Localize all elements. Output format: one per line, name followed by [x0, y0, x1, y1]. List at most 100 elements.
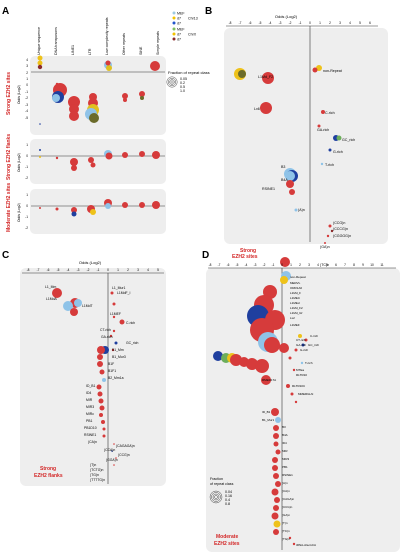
panel-d-box [206, 268, 400, 552]
panel-a-column-headers: Unique sequence DNA transposons LINE1 LT… [37, 17, 160, 55]
svg-text:-8: -8 [209, 263, 212, 267]
svg-text:(TCTG)n: (TCTG)n [90, 468, 103, 472]
svg-text:-5: -5 [57, 268, 60, 272]
col-unique-sequence: Unique sequence [37, 27, 41, 55]
panel-b-axis-title: Odds (Log2) [275, 14, 298, 19]
svg-text:0.04: 0.04 [225, 490, 232, 494]
svg-text:PB1: PB1 [282, 465, 288, 469]
svg-text:GC_rich: GC_rich [308, 343, 319, 347]
svg-text:1: 1 [26, 143, 28, 147]
svg-text:-2: -2 [263, 263, 266, 267]
size-1-0: 1.0 [180, 89, 185, 93]
svg-text:T-rich: T-rich [325, 163, 334, 167]
svg-text:B4A: B4A [282, 433, 288, 437]
svg-text:8: 8 [353, 263, 355, 267]
panel-a-moderate-sites-ticks: 1 0 -1 -2 [25, 193, 28, 230]
svg-text:1: 1 [26, 193, 28, 197]
svg-text:G-rich: G-rich [300, 348, 308, 352]
svg-text:(GA)n: (GA)n [320, 245, 330, 249]
svg-text:Fraction: Fraction [210, 477, 223, 481]
svg-text:-2: -2 [25, 96, 28, 100]
panel-a-moderate-sites-label: Moderate EZH2 sites [6, 183, 12, 232]
legend-mef-13: MEF [177, 11, 185, 15]
svg-text:3: 3 [137, 268, 139, 272]
svg-text:(A)n: (A)n [298, 208, 305, 212]
svg-text:(CA)n: (CA)n [88, 440, 97, 444]
svg-text:(CAGA)n: (CAGA)n [282, 497, 295, 501]
svg-text:-6: -6 [249, 21, 252, 25]
svg-text:GA-rich: GA-rich [296, 343, 306, 347]
svg-text:GA-rich: GA-rich [317, 128, 329, 132]
svg-text:ID4: ID4 [282, 441, 287, 445]
panel-a-strong-flanks-ticks: 1 0 -1 -2 [25, 143, 28, 180]
svg-text:-5: -5 [259, 21, 262, 25]
svg-text:4: 4 [26, 58, 28, 62]
svg-text:B1_Mm: B1_Mm [112, 348, 124, 352]
svg-text:2: 2 [329, 21, 331, 25]
panel-d-size-legend: Fraction of repeat class 0.04 0.16 0.4 0… [209, 477, 234, 506]
panel-d-labels: non-Repeat MERVL ORR1A0 L1Md_F L1MEC L1M… [262, 275, 319, 547]
panel-c-bubbles [52, 288, 125, 466]
col-ltr: LTR [88, 48, 92, 55]
col-line1: LINE1 [71, 45, 75, 55]
svg-text:L1Md_Gf: L1Md_Gf [290, 311, 303, 315]
svg-text:4: 4 [147, 268, 149, 272]
svg-text:-4: -4 [245, 263, 248, 267]
svg-text:C-rich: C-rich [126, 321, 135, 325]
svg-text:(A)n: (A)n [282, 481, 288, 485]
panel-b-ticks: -8 -7 -6 -5 -4 -3 -2 -1 0 1 2 3 4 5 6 [229, 21, 372, 25]
svg-text:ID_B1: ID_B1 [86, 384, 96, 388]
panel-a-strong-flanks-ylabel: Odds (Log2) [17, 153, 21, 172]
panel-a-moderate-sites-box [30, 189, 166, 234]
svg-text:ORR1A0: ORR1A0 [290, 286, 302, 290]
svg-text:-5: -5 [236, 263, 239, 267]
legend-d7-xa: d7 [177, 32, 181, 36]
size-0-5: 0.5 [180, 85, 185, 89]
svg-text:6: 6 [369, 21, 371, 25]
panel-a-strong-sites-ylabel: Odds (Log2) [17, 85, 21, 104]
svg-text:0: 0 [281, 263, 283, 267]
svg-text:MMERGLN: MMERGLN [298, 392, 313, 396]
svg-text:-6: -6 [47, 268, 50, 272]
svg-text:G-rich: G-rich [333, 150, 343, 154]
legend-chr13: Chr13 [188, 16, 198, 20]
panel-d-footer: Moderate EZH2 sites [214, 534, 240, 547]
panel-d-ticks: -8 -7 -6 -5 -4 -3 -2 -1 0 1 2 3 4 5 6 7 … [209, 263, 384, 267]
svg-text:(CCA)n: (CCA)n [104, 448, 115, 452]
svg-text:1: 1 [290, 263, 292, 267]
svg-text:-1: -1 [25, 215, 28, 219]
svg-text:-4: -4 [67, 268, 70, 272]
svg-text:7: 7 [344, 263, 346, 267]
svg-text:MERVL: MERVL [290, 281, 301, 285]
svg-text:(GA)n: (GA)n [282, 513, 290, 517]
svg-text:5: 5 [359, 21, 361, 25]
panel-a-moderate-sites-ylabel: Odds (Log2) [17, 203, 21, 222]
panel-a-strong-sites-bubbles [37, 55, 160, 125]
svg-text:0.4: 0.4 [225, 498, 230, 502]
svg-text:L1MEF: L1MEF [290, 323, 300, 327]
svg-text:6: 6 [335, 263, 337, 267]
svg-text:-1: -1 [272, 263, 275, 267]
svg-text:MIR: MIR [86, 398, 93, 402]
size-0-2: 0.2 [180, 81, 185, 85]
svg-text:RSINE1: RSINE1 [282, 473, 293, 477]
svg-text:CT-rich: CT-rich [100, 328, 111, 332]
panel-c-footer: Strong EZH2 flanks [34, 466, 63, 479]
svg-text:(CCG)n: (CCG)n [333, 221, 345, 225]
panel-d-bubbles [213, 271, 308, 546]
svg-text:1: 1 [117, 268, 119, 272]
svg-text:MIRc: MIRc [86, 412, 94, 416]
svg-text:10: 10 [370, 263, 374, 267]
panel-c-letter: C [2, 250, 9, 261]
col-other-repeats: Other repeats [122, 33, 126, 55]
panel-a-legend: MEF d7 d7 Chr13 MEF d7 d7 ChrX Fraction … [166, 11, 210, 93]
svg-text:-3: -3 [279, 21, 282, 25]
svg-text:tRNA-Ala-GCA: tRNA-Ala-GCA [296, 543, 316, 547]
svg-text:CT-rich: CT-rich [296, 338, 306, 342]
size-legend-title: Fraction of repeat class [168, 70, 210, 75]
svg-text:-3: -3 [254, 263, 257, 267]
svg-text:2: 2 [26, 71, 28, 75]
svg-text:of repeat class: of repeat class [210, 482, 234, 486]
svg-text:-2: -2 [25, 176, 28, 180]
svg-text:RLTR10C: RLTR10C [292, 384, 306, 388]
